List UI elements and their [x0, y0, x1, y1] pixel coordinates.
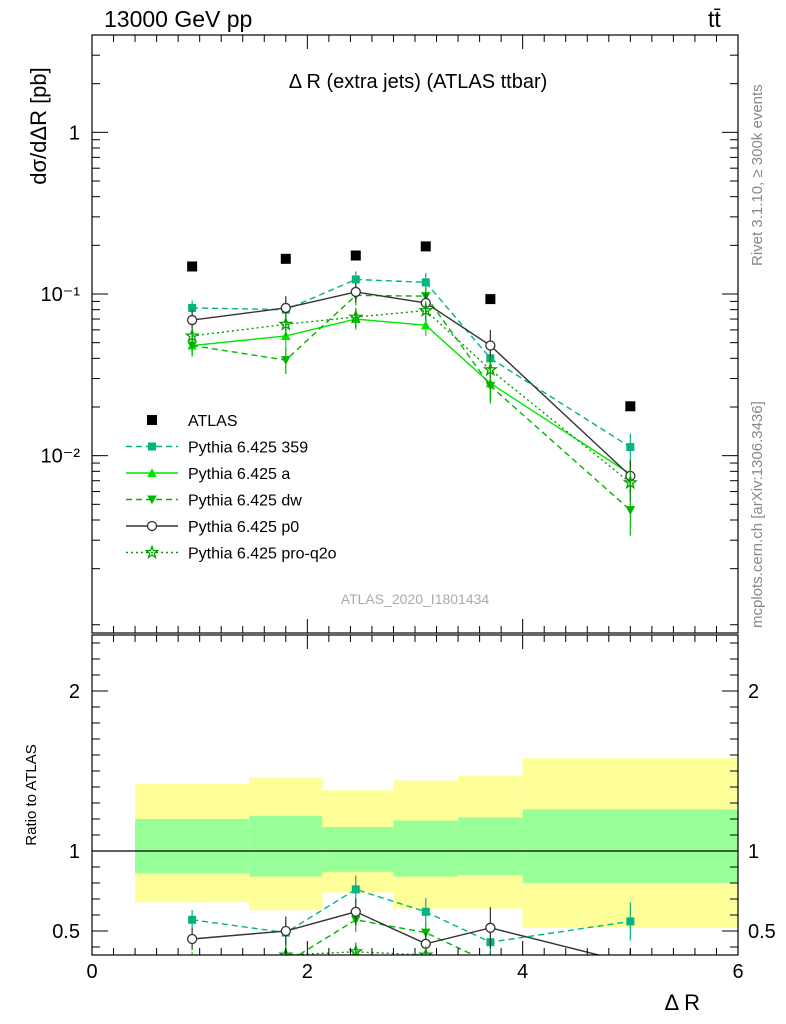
series-marker	[348, 309, 364, 324]
legend-label: Pythia 6.425 pro-q2o	[188, 546, 337, 563]
series-marker	[485, 381, 496, 391]
ratio-inner-band	[249, 815, 323, 877]
ratio-marker	[280, 925, 291, 937]
series-line	[192, 291, 631, 477]
ratio-inner-band	[393, 820, 459, 877]
series-marker	[418, 302, 434, 318]
ratio-line	[192, 888, 631, 943]
ratio-marker	[278, 946, 294, 955]
ratio-marker	[626, 917, 635, 926]
series-marker	[280, 302, 291, 314]
series-line	[192, 294, 631, 511]
legend-marker	[147, 495, 157, 505]
atlas-data-point	[625, 401, 636, 412]
ratio-line	[340, 954, 372, 955]
series-marker	[626, 443, 635, 452]
atlas-data-point	[485, 294, 496, 305]
ratio-line	[192, 911, 602, 955]
ratio-marker	[281, 959, 291, 968]
legend-marker	[144, 544, 160, 560]
legend-label: Pythia 6.425 a	[188, 466, 290, 483]
series-marker	[421, 278, 430, 287]
atlas-data-point	[350, 250, 361, 261]
legend-marker	[147, 468, 157, 477]
series-marker	[188, 303, 197, 312]
legend-marker	[148, 442, 156, 451]
atlas-data-point	[280, 253, 291, 264]
series-marker	[184, 328, 200, 343]
ratio-tick-label-left: 1	[69, 841, 80, 863]
series-marker	[420, 320, 431, 330]
ratio-marker	[186, 933, 198, 945]
analysis-watermark: ATLAS_2020_I1801434	[341, 591, 490, 607]
legend-label: Pythia 6.425 p0	[188, 519, 299, 536]
series-marker	[351, 275, 360, 284]
ratio-marker	[630, 954, 631, 955]
series-line	[192, 278, 631, 448]
xlabel: Δ R	[665, 990, 700, 1015]
series-line	[192, 309, 631, 484]
ratio-marker	[420, 928, 431, 938]
legend-label: Pythia 6.425 dw	[188, 493, 302, 510]
series-marker	[622, 474, 638, 490]
series-marker	[187, 341, 197, 351]
header-left: 13000 GeV pp	[104, 6, 253, 32]
ratio-marker	[192, 954, 193, 955]
series-marker	[485, 340, 496, 351]
ratio-tick-label-right: 1	[748, 841, 759, 863]
y-tick-label: 10⁻²	[41, 446, 81, 468]
mcplots-label: mcplots.cern.ch [arXiv:1306.3436]	[749, 401, 766, 628]
legend-label: ATLAS	[188, 413, 238, 430]
ratio-marker	[486, 959, 496, 968]
ratio-inner-band	[522, 809, 738, 883]
series-marker	[278, 316, 294, 331]
ratio-marker	[490, 954, 491, 955]
series-line	[192, 318, 631, 475]
x-tick-label: 0	[86, 961, 97, 983]
legend-marker	[147, 415, 157, 425]
ratio-line	[297, 919, 476, 955]
ratio-marker	[626, 959, 635, 968]
ratio-tick-label-left: 2	[69, 681, 80, 703]
ratio-inner-band	[458, 817, 523, 875]
ratio-marker	[418, 946, 434, 955]
ratio-marker	[188, 915, 197, 924]
ratio-marker	[187, 959, 197, 968]
header-right: tt̄	[708, 6, 721, 32]
x-tick-label: 4	[517, 961, 528, 983]
ratio-inner-band	[322, 827, 394, 872]
ratio-marker	[421, 907, 430, 916]
legend-label: Pythia 6.425 359	[188, 440, 308, 457]
legend-marker	[146, 520, 158, 532]
ratio-ylabel: Ratio to ATLAS	[23, 744, 40, 845]
ratio-line	[277, 951, 432, 955]
x-tick-label: 2	[302, 961, 313, 983]
y-tick-label: 10⁻¹	[41, 284, 81, 306]
ratio-tick-label-right: 2	[748, 681, 759, 703]
ratio-marker	[350, 906, 361, 917]
chart-title: Δ R (extra jets) (ATLAS ttbar)	[289, 71, 548, 93]
ratio-marker	[626, 958, 636, 967]
series-marker	[186, 314, 198, 326]
series-marker	[482, 361, 499, 377]
atlas-data-point	[187, 261, 198, 272]
ratio-tick-label-left: 0.5	[52, 921, 80, 943]
ratio-inner-band	[135, 819, 250, 874]
atlas-data-point	[420, 241, 431, 252]
ratio-marker	[351, 885, 360, 894]
y-tick-label: 1	[69, 122, 80, 144]
ratio-marker	[626, 959, 636, 968]
x-tick-label: 6	[732, 961, 743, 983]
series-marker	[281, 356, 291, 365]
ratio-marker	[485, 922, 496, 933]
rivet-label: Rivet 3.1.10, ≥ 300k events	[749, 84, 766, 266]
main-ylabel: dσ/dΔR [pb]	[26, 67, 51, 185]
series-marker	[350, 286, 361, 298]
ratio-tick-label-right: 0.5	[748, 921, 776, 943]
ratio-marker	[486, 958, 496, 967]
ratio-marker	[348, 943, 364, 955]
series-marker	[625, 506, 636, 515]
